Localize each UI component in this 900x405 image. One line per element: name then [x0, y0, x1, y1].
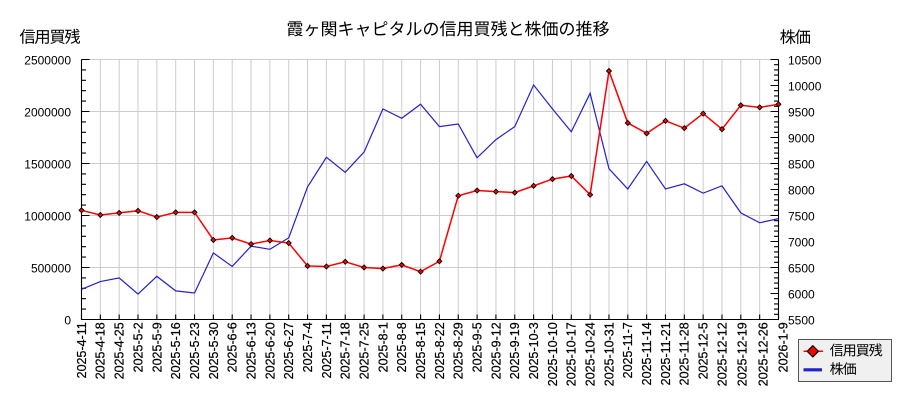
svg-text:2500000: 2500000: [24, 54, 71, 68]
svg-text:8000: 8000: [788, 184, 815, 198]
svg-text:2025-12-26: 2025-12-26: [756, 322, 770, 386]
svg-text:2025-8-15: 2025-8-15: [414, 322, 428, 379]
svg-text:10000: 10000: [788, 80, 822, 94]
svg-text:9500: 9500: [788, 106, 815, 120]
svg-text:10500: 10500: [788, 54, 822, 68]
svg-text:2025-7-11: 2025-7-11: [320, 322, 334, 378]
svg-text:2025-4-25: 2025-4-25: [113, 322, 127, 379]
svg-text:2025-4-11: 2025-4-11: [75, 322, 89, 378]
svg-text:2025-12-12: 2025-12-12: [715, 322, 729, 386]
svg-text:2025-7-4: 2025-7-4: [301, 322, 315, 372]
svg-text:0: 0: [64, 314, 71, 328]
svg-text:5500: 5500: [788, 314, 815, 328]
svg-text:9000: 9000: [788, 132, 815, 146]
svg-text:2025-11-28: 2025-11-28: [678, 322, 692, 385]
svg-text:1000000: 1000000: [24, 210, 71, 224]
svg-text:2025-10-24: 2025-10-24: [584, 322, 598, 386]
svg-text:2000000: 2000000: [24, 106, 71, 120]
svg-text:2025-5-2: 2025-5-2: [131, 322, 145, 372]
svg-text:2025-4-18: 2025-4-18: [94, 322, 108, 379]
svg-text:2025-6-13: 2025-6-13: [244, 322, 258, 379]
svg-text:6500: 6500: [788, 262, 815, 276]
svg-text:2025-9-5: 2025-9-5: [470, 322, 484, 372]
svg-text:2025-6-27: 2025-6-27: [282, 322, 296, 379]
svg-text:2025-7-25: 2025-7-25: [357, 322, 371, 379]
svg-text:8500: 8500: [788, 158, 815, 172]
svg-text:2025-10-17: 2025-10-17: [565, 322, 579, 386]
svg-text:2025-10-3: 2025-10-3: [527, 322, 541, 379]
svg-text:2025-8-1: 2025-8-1: [376, 322, 390, 372]
svg-text:6000: 6000: [788, 288, 815, 302]
svg-text:2025-12-19: 2025-12-19: [735, 322, 749, 386]
svg-text:7500: 7500: [788, 210, 815, 224]
svg-text:2025-7-18: 2025-7-18: [339, 322, 353, 379]
svg-text:2025-9-19: 2025-9-19: [508, 322, 522, 379]
svg-text:2026-1-9: 2026-1-9: [777, 322, 791, 372]
svg-text:2025-6-20: 2025-6-20: [263, 322, 277, 379]
svg-text:2025-12-5: 2025-12-5: [697, 322, 711, 379]
svg-text:2025-11-21: 2025-11-21: [659, 322, 673, 385]
svg-text:1500000: 1500000: [24, 158, 71, 172]
svg-text:2025-11-14: 2025-11-14: [640, 322, 654, 385]
svg-text:2025-5-23: 2025-5-23: [188, 322, 202, 379]
svg-text:2025-8-8: 2025-8-8: [395, 322, 409, 372]
svg-text:2025-9-12: 2025-9-12: [489, 322, 503, 379]
svg-text:2025-10-10: 2025-10-10: [546, 322, 560, 386]
svg-text:7000: 7000: [788, 236, 815, 250]
svg-text:2025-6-6: 2025-6-6: [226, 322, 240, 372]
svg-text:2025-8-29: 2025-8-29: [452, 322, 466, 379]
svg-text:2025-11-7: 2025-11-7: [621, 322, 635, 378]
svg-text:2025-5-9: 2025-5-9: [150, 322, 164, 372]
svg-text:2025-5-30: 2025-5-30: [207, 322, 221, 379]
svg-text:2025-5-16: 2025-5-16: [169, 322, 183, 379]
svg-text:2025-8-22: 2025-8-22: [433, 322, 447, 379]
svg-text:500000: 500000: [31, 262, 71, 276]
svg-text:2025-10-31: 2025-10-31: [602, 322, 616, 386]
